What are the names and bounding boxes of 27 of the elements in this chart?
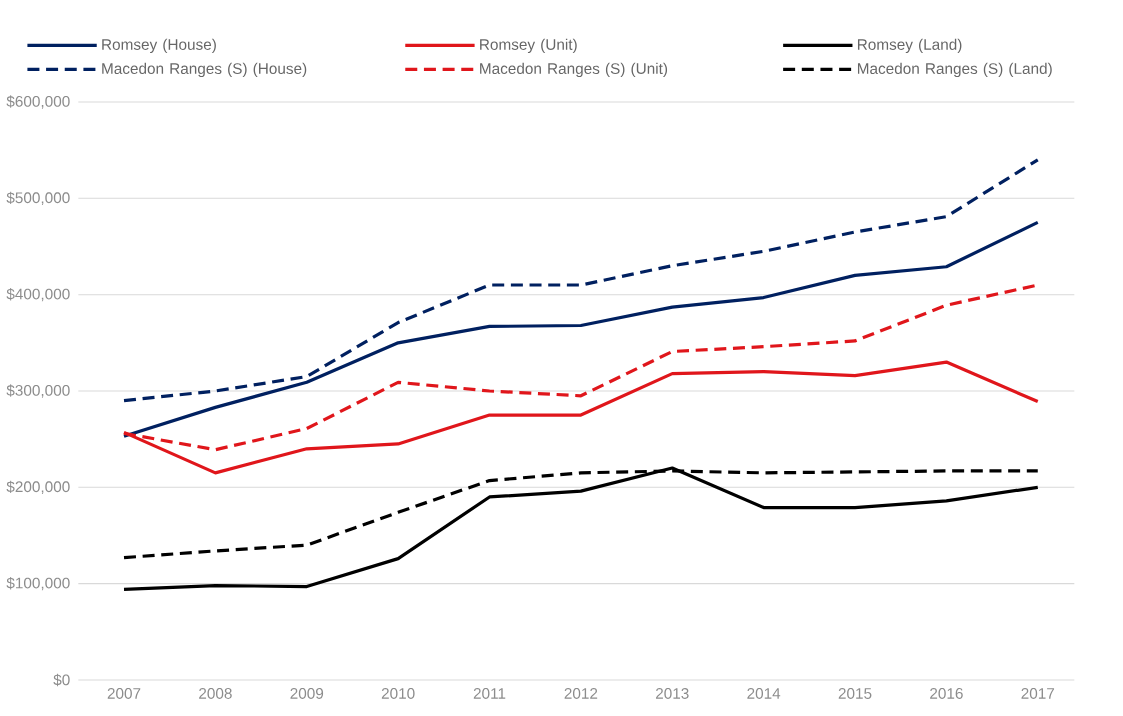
y-tick-label: $400,000 xyxy=(6,288,70,302)
x-tick-label: 2009 xyxy=(290,688,324,699)
y-tick-label: $100,000 xyxy=(6,576,70,591)
x-tick-label: 2008 xyxy=(199,688,232,699)
x-tick-label: 2010 xyxy=(381,688,415,699)
x-tick-label: 2014 xyxy=(747,688,781,699)
x-tick-label: 2017 xyxy=(1021,688,1055,699)
legend-label: Romsey (House) xyxy=(102,38,216,53)
x-tick-label: 2016 xyxy=(930,688,963,699)
x-tick-label: 2015 xyxy=(838,688,872,699)
y-tick-label: $600,000 xyxy=(6,95,70,109)
line-series xyxy=(122,220,1040,438)
legend-label: Romsey (Unit) xyxy=(480,38,577,53)
y-tick-label: $0 xyxy=(53,673,70,687)
x-tick-label: 2013 xyxy=(655,688,689,699)
line-series xyxy=(122,158,1040,403)
x-tick-label: 2012 xyxy=(564,688,598,699)
legend-label: Macedon Ranges (S) (Unit) xyxy=(480,62,668,78)
y-tick-label: $300,000 xyxy=(6,384,70,398)
x-tick-label: 2007 xyxy=(107,688,141,699)
y-tick-label: $500,000 xyxy=(6,191,70,205)
legend-label: Romsey (Land) xyxy=(857,38,962,53)
line-series xyxy=(122,466,1040,592)
legend-label: Macedon Ranges (S) (House) xyxy=(102,62,307,78)
x-tick-label: 2011 xyxy=(473,688,506,699)
y-tick-label: $200,000 xyxy=(6,480,70,494)
legend-label: Macedon Ranges (S) (Land) xyxy=(857,62,1052,78)
